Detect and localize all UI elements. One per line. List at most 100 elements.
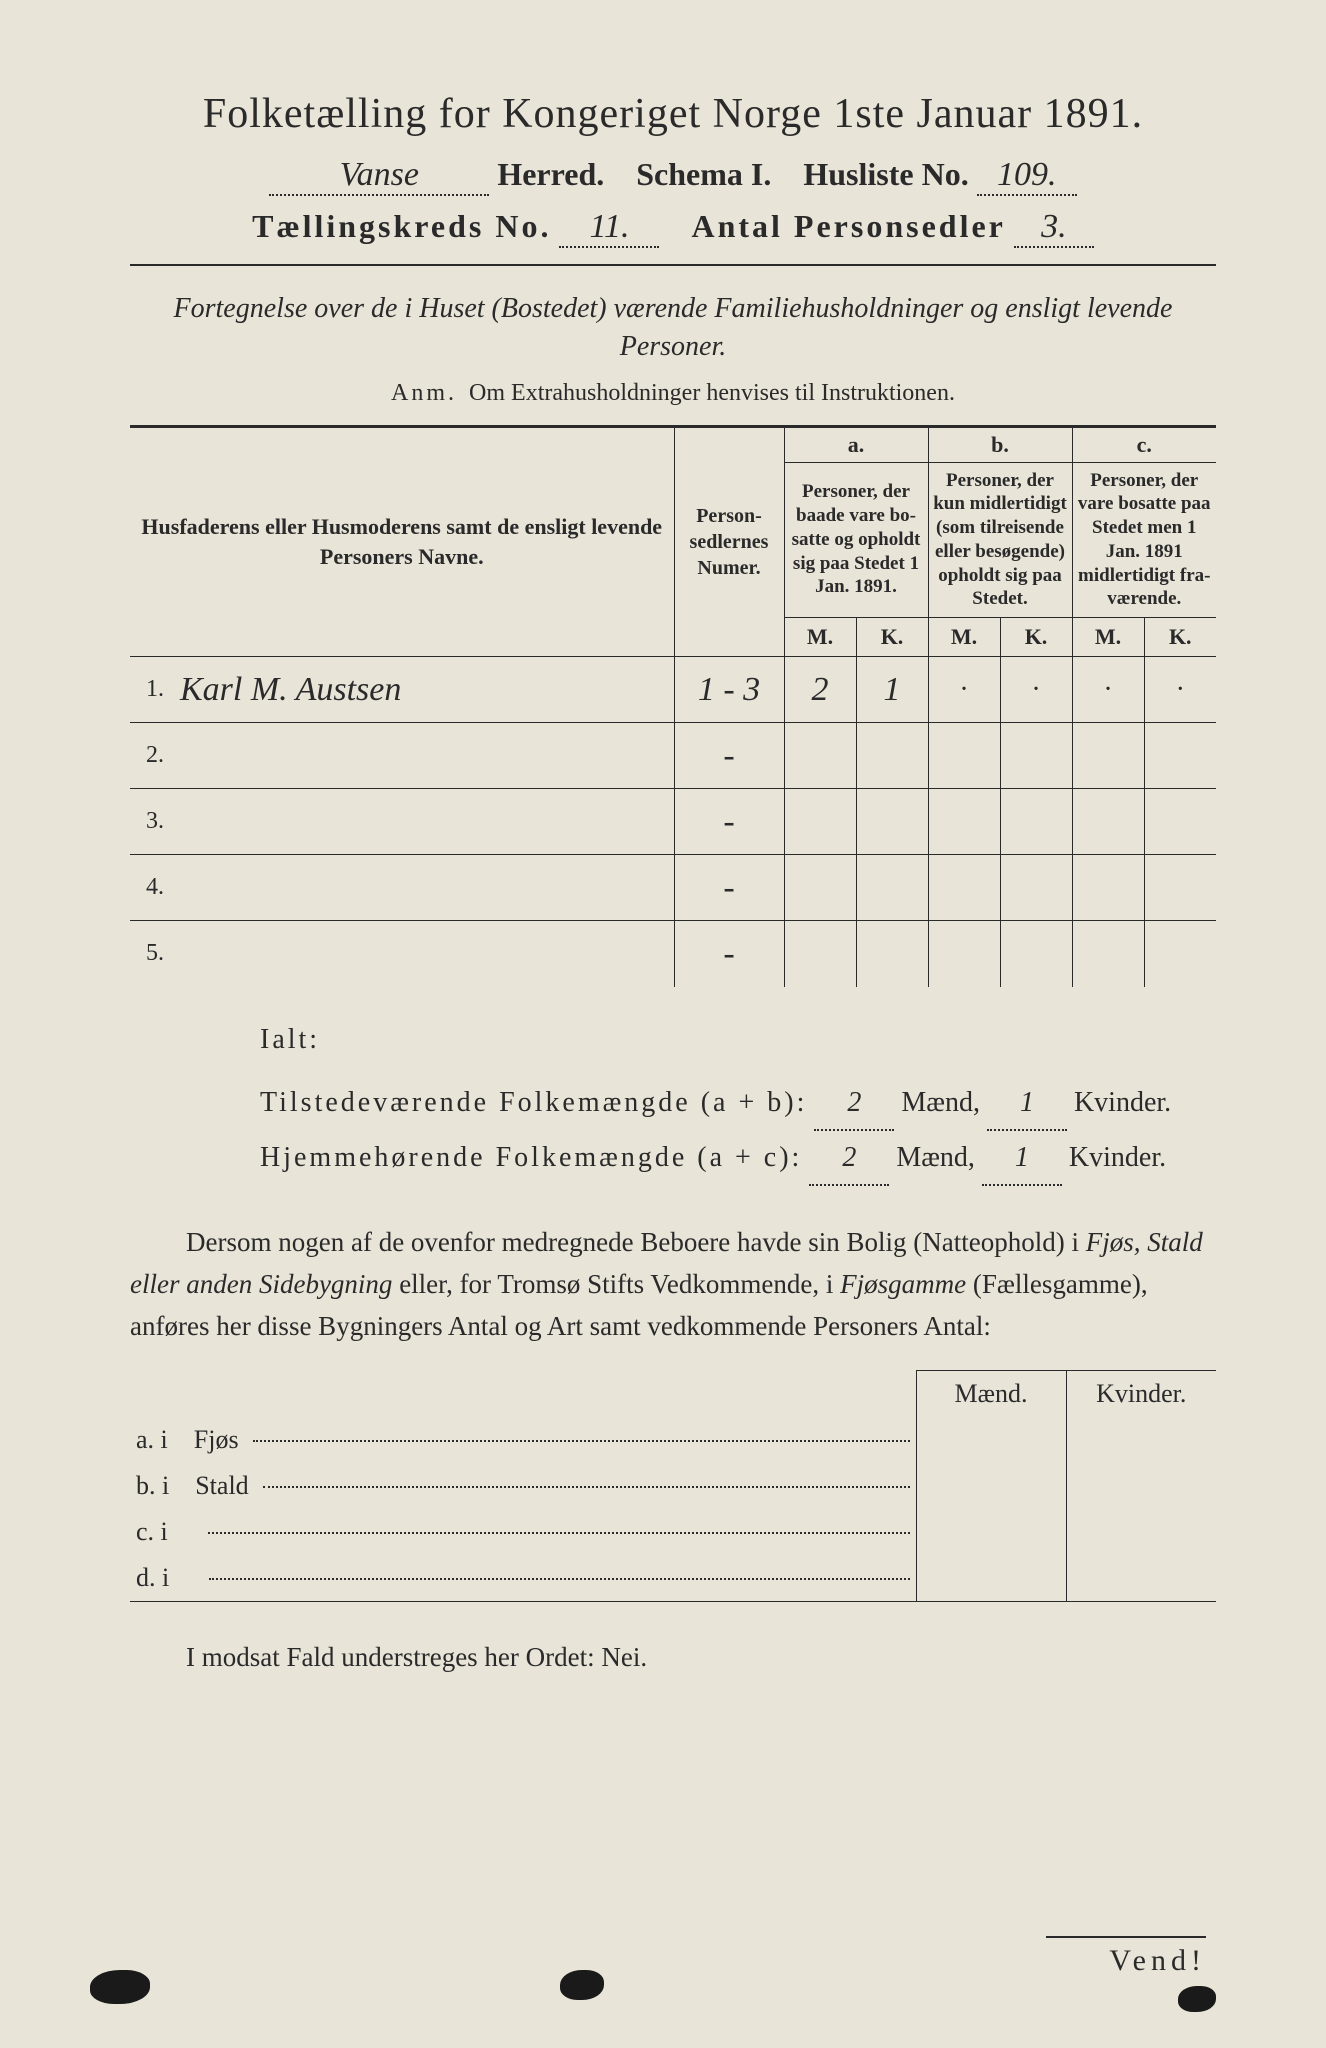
side-row-m — [916, 1509, 1066, 1555]
tilstede-label: Tilstedeværende Folkemængde (a + b): — [260, 1087, 807, 1118]
ialt-label: Ialt: — [260, 1013, 1216, 1066]
tilstede-k: 1 — [987, 1076, 1067, 1131]
col-c-desc: Personer, der vare bosatte paa Stedet me… — [1072, 462, 1216, 618]
page-title: Folketælling for Kongeriget Norge 1ste J… — [130, 90, 1216, 138]
side-row-label: a. i Fjøs — [130, 1417, 916, 1463]
row-b-k — [1000, 921, 1072, 987]
row-personsedler: 1 - 3 — [674, 657, 784, 723]
kvinder-label: Kvinder. — [1074, 1087, 1171, 1118]
side-row-label: b. i Stald — [130, 1463, 916, 1509]
col-b-desc: Personer, der kun midler­tidigt (som til… — [928, 462, 1072, 618]
row-a-k — [856, 789, 928, 855]
col-num: Person­sedler­nes Numer. — [674, 426, 784, 657]
row-c-m — [1072, 855, 1144, 921]
row-c-k — [1144, 723, 1216, 789]
side-row: d. i — [130, 1555, 1216, 1602]
ink-blot — [90, 1970, 150, 2004]
row-personsedler: - — [674, 921, 784, 987]
row-name — [174, 789, 674, 855]
row-b-m — [928, 723, 1000, 789]
row-c-m — [1072, 789, 1144, 855]
herred-label: Herred. — [497, 156, 604, 192]
side-row-m — [916, 1555, 1066, 1602]
col-c-m: M. — [1072, 618, 1144, 657]
row-name — [174, 921, 674, 987]
side-row-k — [1066, 1463, 1216, 1509]
herred-value: Vanse — [269, 156, 489, 196]
antal-value: 3. — [1014, 208, 1094, 248]
row-b-k — [1000, 855, 1072, 921]
header-line-1: Vanse Herred. Schema I. Husliste No. 109… — [130, 156, 1216, 196]
totals-line-2: Hjemmehørende Folkemængde (a + c): 2 Mæn… — [260, 1131, 1216, 1186]
row-num: 3. — [130, 789, 174, 855]
anm-label: Anm. — [391, 380, 457, 406]
row-b-k: · — [1000, 657, 1072, 723]
row-a-k — [856, 921, 928, 987]
para-t1: Dersom nogen af de ovenfor medregnede Be… — [186, 1227, 1086, 1257]
row-name: Karl M. Austsen — [174, 657, 674, 723]
table-row: 5. - — [130, 921, 1216, 987]
col-a-m: M. — [784, 618, 856, 657]
side-building-para: Dersom nogen af de ovenfor medregnede Be… — [130, 1222, 1216, 1348]
col-b-m: M. — [928, 618, 1000, 657]
side-row-k — [1066, 1417, 1216, 1463]
nei-line: I modsat Fald understreges her Ordet: Ne… — [130, 1642, 1216, 1673]
row-c-k: · — [1144, 657, 1216, 723]
table-row: 3.- — [130, 789, 1216, 855]
row-b-m — [928, 789, 1000, 855]
side-row: b. i Stald — [130, 1463, 1216, 1509]
side-kvinder: Kvinder. — [1066, 1370, 1216, 1417]
side-row-k — [1066, 1555, 1216, 1602]
totals-line-1: Tilstedeværende Folkemængde (a + b): 2 M… — [260, 1076, 1216, 1131]
col-c-label: c. — [1072, 426, 1216, 462]
hjemme-m: 2 — [809, 1131, 889, 1186]
row-a-k — [856, 855, 928, 921]
col-a-desc: Personer, der baade vare bo­satte og oph… — [784, 462, 928, 618]
husliste-value: 109. — [977, 156, 1077, 196]
kreds-label: Tællingskreds No. — [252, 208, 551, 244]
maend-label: Mænd, — [901, 1087, 980, 1118]
row-c-m: · — [1072, 657, 1144, 723]
col-b-k: K. — [1000, 618, 1072, 657]
row-num: 5. — [130, 921, 174, 987]
row-b-k — [1000, 789, 1072, 855]
row-c-m — [1072, 723, 1144, 789]
table-row: 4.- — [130, 855, 1216, 921]
row-a-m: 2 — [784, 657, 856, 723]
kvinder-label-2: Kvinder. — [1069, 1142, 1166, 1173]
row-c-k — [1144, 855, 1216, 921]
row-c-k — [1144, 789, 1216, 855]
side-row: a. i Fjøs — [130, 1417, 1216, 1463]
row-a-k: 1 — [856, 657, 928, 723]
antal-label: Antal Personsedler — [691, 208, 1005, 244]
para-i2: Fjøsgamme — [840, 1269, 966, 1299]
divider — [130, 264, 1216, 266]
side-row-label: d. i — [130, 1555, 916, 1602]
row-num: 1. — [130, 657, 174, 723]
table-row: 2. - — [130, 723, 1216, 789]
husliste-label: Husliste No. — [803, 156, 968, 192]
row-c-k — [1144, 921, 1216, 987]
anm-line: Anm. Om Extrahusholdninger henvises til … — [130, 380, 1216, 407]
row-personsedler: - — [674, 855, 784, 921]
col-c-k: K. — [1144, 618, 1216, 657]
para-t2: eller, for Tromsø Stifts Ved­kommende, i — [392, 1269, 840, 1299]
anm-text: Om Extrahusholdninger henvises til Instr… — [469, 380, 955, 406]
hjemme-label: Hjemmehørende Folkemængde (a + c): — [260, 1142, 802, 1173]
row-personsedler: - — [674, 723, 784, 789]
row-a-m — [784, 855, 856, 921]
row-a-m — [784, 921, 856, 987]
kreds-value: 11. — [559, 208, 659, 248]
side-row: c. i — [130, 1509, 1216, 1555]
ink-blot — [1178, 1986, 1216, 2012]
side-maend: Mænd. — [916, 1370, 1066, 1417]
vend-label: Vend! — [1046, 1936, 1206, 1978]
row-a-m — [784, 789, 856, 855]
col-names: Husfaderens eller Husmode­rens samt de e… — [130, 426, 674, 657]
table-row: 1.Karl M. Austsen1 - 321···· — [130, 657, 1216, 723]
row-num: 2. — [130, 723, 174, 789]
row-b-m — [928, 921, 1000, 987]
side-row-m — [916, 1463, 1066, 1509]
row-a-m — [784, 723, 856, 789]
header-line-2: Tællingskreds No. 11. Antal Personsedler… — [130, 208, 1216, 248]
